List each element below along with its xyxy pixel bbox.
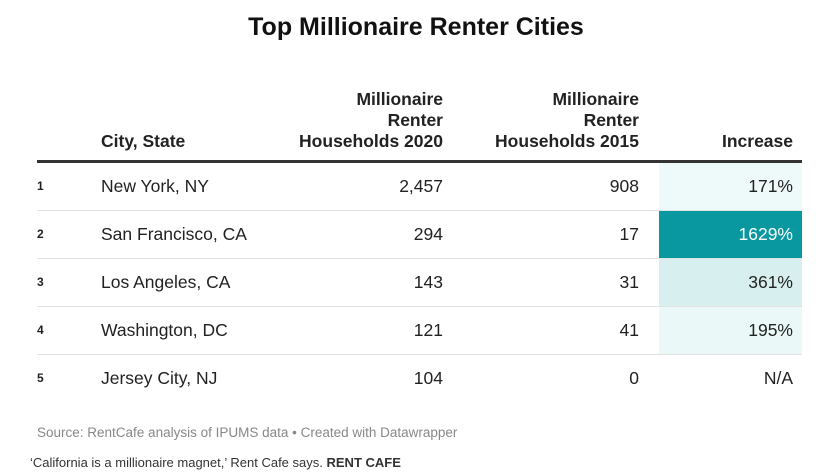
header-2015: Millionaire Renter Households 2015 (477, 89, 639, 152)
header-city: City, State (101, 131, 185, 152)
header-2020: Millionaire Renter Households 2020 (287, 89, 443, 152)
header-2020-line-1: Millionaire (356, 89, 443, 109)
chart-title: Top Millionaire Renter Cities (248, 13, 584, 41)
table-row: 2 San Francisco, CA 294 17 1629% (37, 211, 802, 259)
households-2020-cell: 121 (413, 320, 443, 340)
header-2015-line-1: Millionaire (552, 89, 639, 109)
city-cell: Washington, DC (101, 320, 228, 340)
table-header: City, State Millionaire Renter Household… (37, 80, 802, 163)
households-2020-cell: 143 (413, 272, 443, 292)
source-note: Source: RentCafe analysis of IPUMS data … (37, 425, 458, 440)
households-2015-cell: 17 (619, 224, 639, 244)
image-caption: ‘California is a millionaire magnet,’ Re… (30, 455, 401, 470)
table-row: 1 New York, NY 2,457 908 171% (37, 163, 802, 211)
households-2015-cell: 31 (619, 272, 639, 292)
increase-cell: 195% (659, 307, 802, 354)
table-row: 4 Washington, DC 121 41 195% (37, 307, 802, 355)
table-row: 5 Jersey City, NJ 104 0 N/A (37, 355, 802, 402)
header-city-line: City, State (101, 131, 186, 151)
rank-cell: 5 (37, 371, 44, 385)
city-cell: San Francisco, CA (101, 224, 247, 244)
header-increase: Increase (659, 131, 802, 152)
rank-cell: 4 (37, 323, 44, 337)
households-2020-cell: 294 (413, 224, 443, 244)
city-cell: Los Angeles, CA (101, 272, 231, 292)
households-2015-cell: 0 (629, 368, 639, 388)
data-table: City, State Millionaire Renter Household… (37, 80, 802, 402)
households-2020-cell: 2,457 (399, 176, 443, 196)
header-2020-line-2: Renter (387, 110, 443, 130)
caption-text: ‘California is a millionaire magnet,’ Re… (30, 455, 323, 470)
increase-cell: 1629% (659, 211, 802, 258)
increase-cell: N/A (763, 368, 793, 388)
caption-credit: RENT CAFE (326, 455, 401, 470)
rank-cell: 2 (37, 227, 44, 241)
city-cell: Jersey City, NJ (101, 368, 218, 388)
city-cell: New York, NY (101, 176, 209, 196)
rank-cell: 3 (37, 275, 44, 289)
households-2015-cell: 41 (619, 320, 639, 340)
increase-cell: 171% (659, 163, 802, 210)
rank-cell: 1 (37, 179, 44, 193)
table-body: 1 New York, NY 2,457 908 171% 2 San Fran… (37, 163, 802, 402)
households-2020-cell: 104 (413, 368, 443, 388)
header-increase-line: Increase (721, 131, 793, 151)
header-2015-line-2: Renter (583, 110, 639, 130)
increase-cell: 361% (659, 259, 802, 306)
table-row: 3 Los Angeles, CA 143 31 361% (37, 259, 802, 307)
header-2015-line-3: Households 2015 (495, 131, 639, 151)
households-2015-cell: 908 (609, 176, 639, 196)
header-2020-line-3: Households 2020 (299, 131, 443, 151)
